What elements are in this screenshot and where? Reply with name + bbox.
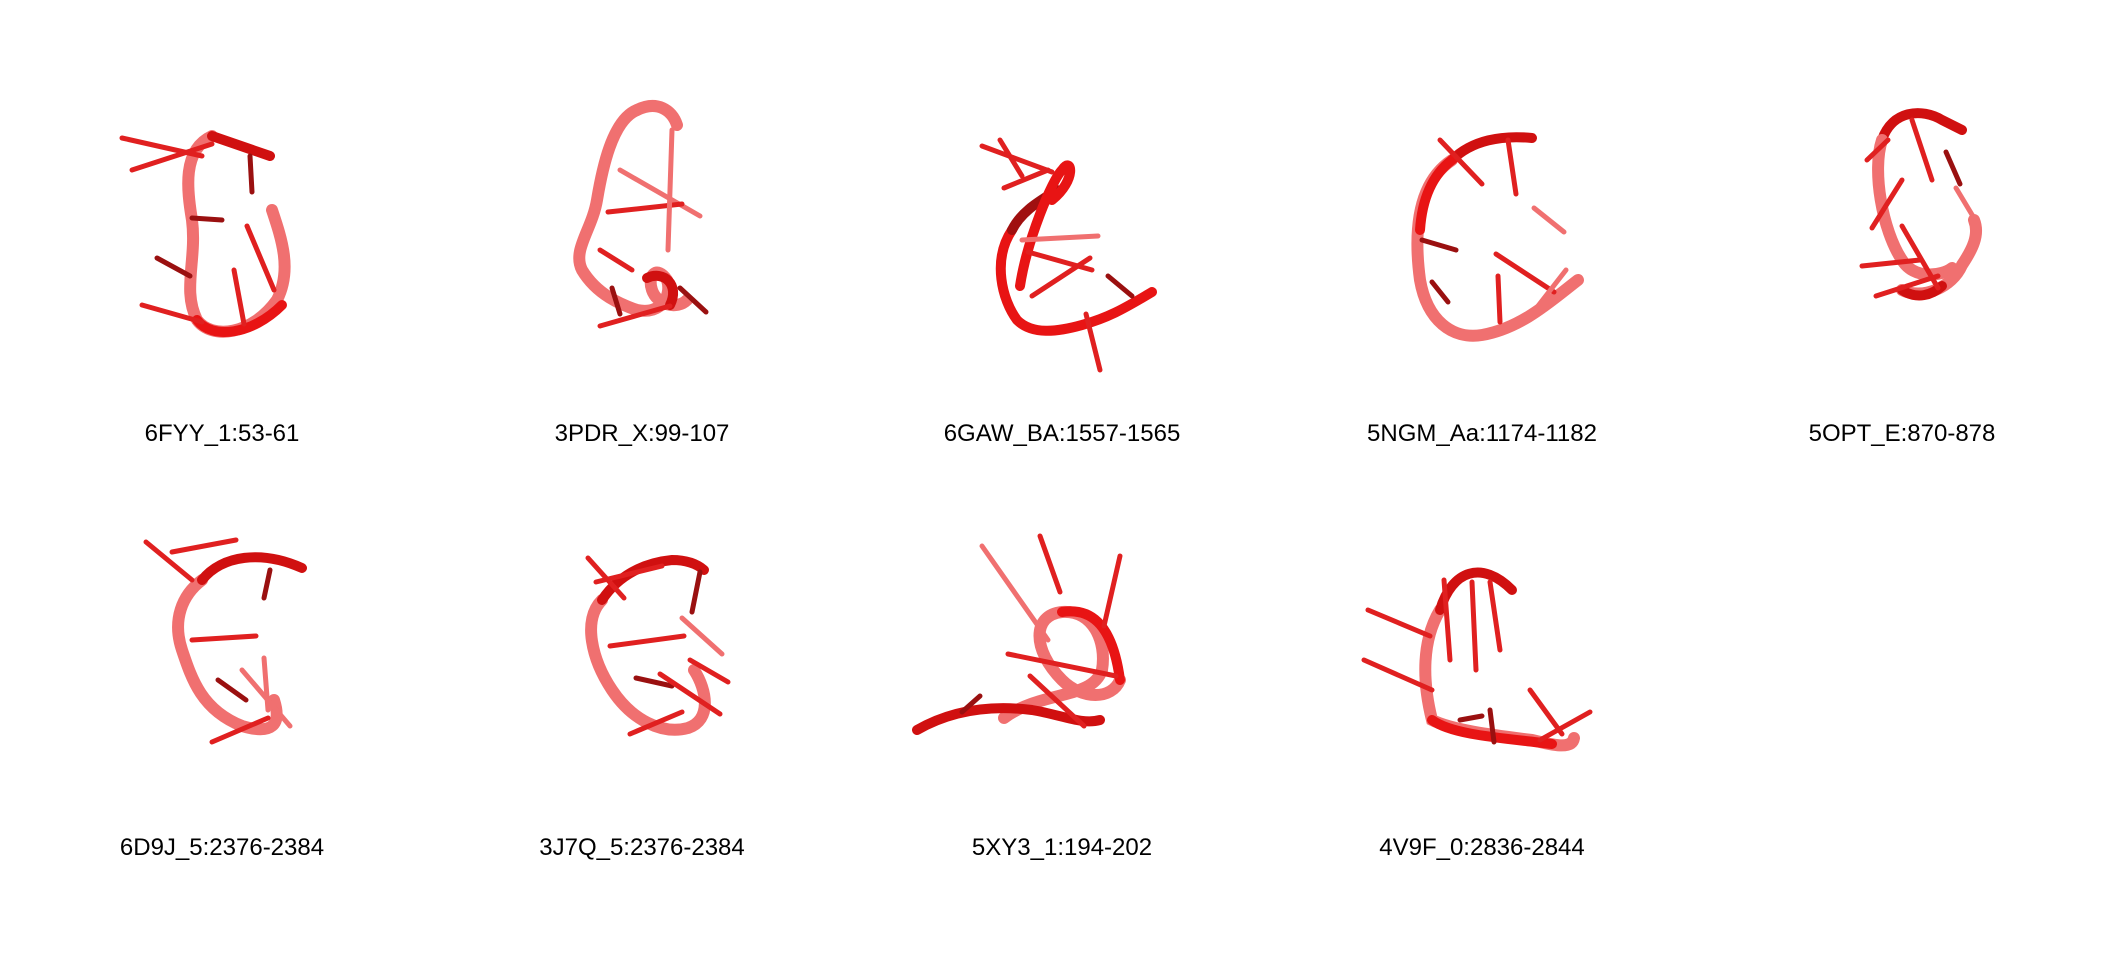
- structure-panel-8: 5XY3_1:194-202: [852, 530, 1272, 970]
- structure-label-1: 6FYY_1:53-61: [144, 420, 300, 447]
- structure-panel-9: 4V9F_0:2836-2844: [1272, 530, 1692, 970]
- rna-structure-8-icon: [912, 533, 1126, 735]
- structure-panel-4: 5NGM_Aa:1174-1182: [1272, 100, 1692, 540]
- structure-label-8: 5XY3_1:194-202: [971, 834, 1153, 861]
- structure-panel-2: 3PDR_X:99-107: [432, 100, 852, 540]
- rna-structure-2-icon: [573, 100, 709, 329]
- structure-label-6: 6D9J_5:2376-2384: [119, 834, 325, 861]
- structure-label-2: 3PDR_X:99-107: [554, 420, 730, 447]
- structure-panel-6: 6D9J_5:2376-2384: [12, 530, 432, 970]
- structure-label-9: 4V9F_0:2836-2844: [1379, 834, 1585, 861]
- structure-panel-5: 5OPT_E:870-878: [1692, 100, 2112, 540]
- structure-label-5: 5OPT_E:870-878: [1808, 420, 1996, 447]
- rna-structure-9-icon: [1361, 567, 1593, 752]
- rna-structure-6-icon: [143, 537, 307, 745]
- rna-structure-3-icon: [979, 137, 1157, 373]
- structure-label-7: 3J7Q_5:2376-2384: [539, 834, 745, 861]
- structure-label-3: 6GAW_BA:1557-1565: [943, 420, 1181, 447]
- structure-panel-7: 3J7Q_5:2376-2384: [432, 530, 852, 970]
- structure-panel-1: 6FYY_1:53-61: [12, 100, 432, 540]
- rna-structure-1-icon: [119, 130, 291, 338]
- rna-structure-7-icon: [585, 554, 731, 737]
- structure-label-4: 5NGM_Aa:1174-1182: [1367, 420, 1597, 447]
- structure-panel-3: 6GAW_BA:1557-1565: [852, 100, 1272, 540]
- rna-structure-4-icon: [1411, 132, 1584, 342]
- rna-structure-5-icon: [1859, 108, 1983, 301]
